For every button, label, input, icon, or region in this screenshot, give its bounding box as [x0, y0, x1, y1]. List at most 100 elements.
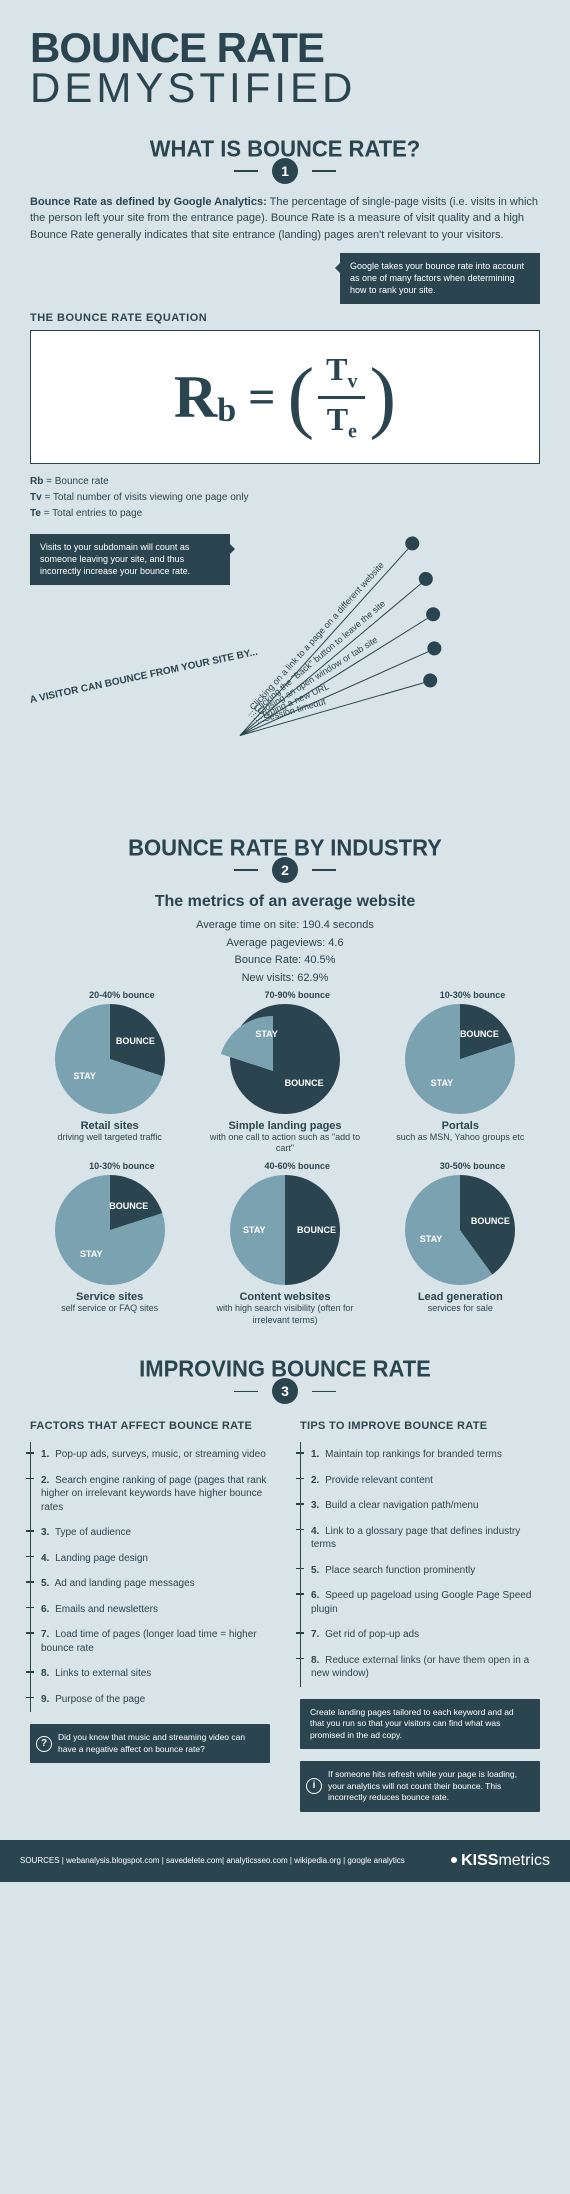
tips-column: TIPS TO IMPROVE BOUNCE RATE 1. Maintain …: [300, 1420, 540, 1823]
bounce-label: BOUNCE: [460, 1029, 499, 1039]
pie-chart-item: 10-30% bounceBOUNCESTAYService sitesself…: [30, 1175, 189, 1326]
two-column-lists: FACTORS THAT AFFECT BOUNCE RATE 1. Pop-u…: [30, 1420, 540, 1823]
eq-R: R: [174, 363, 217, 432]
divider: [312, 869, 336, 871]
stay-label: STAY: [73, 1071, 96, 1081]
pie-chart-item: 20-40% bounceBOUNCESTAYRetail sitesdrivi…: [30, 1004, 189, 1155]
pie-arc-label: 40-60% bounce: [230, 1161, 340, 1171]
list-item: 9. Purpose of the page: [31, 1687, 270, 1713]
pie-arc-label: 30-50% bounce: [405, 1161, 515, 1171]
section-1-title: WHAT IS BOUNCE RATE?: [150, 135, 421, 162]
pie-chart: BOUNCE STAY: [230, 1004, 340, 1114]
pie-chart: BOUNCE STAY: [230, 1175, 340, 1285]
section-2-header: BOUNCE RATE BY INDUSTRY 2: [0, 835, 570, 883]
divider: [234, 170, 258, 172]
paren-close: ): [369, 369, 396, 425]
list-item: 8. Links to external sites: [31, 1661, 270, 1687]
pie-title: Lead generation: [381, 1291, 540, 1303]
denominator: Te: [319, 399, 365, 445]
stay-label: STAY: [431, 1078, 454, 1088]
list-item: 7. Load time of pages (longer load time …: [31, 1622, 270, 1661]
list-item: 4. Landing page design: [31, 1546, 270, 1572]
info-icon: i: [306, 1778, 322, 1794]
list-item: 2. Search engine ranking of page (pages …: [31, 1468, 270, 1521]
list-item: 4. Link to a glossary page that defines …: [301, 1519, 540, 1558]
list-item: 5. Ad and landing page messages: [31, 1571, 270, 1597]
section-1-header: WHAT IS BOUNCE RATE? 1: [0, 136, 570, 184]
list-item: 7. Get rid of pop-up ads: [301, 1622, 540, 1648]
pie-wrap: 70-90% bounceBOUNCESTAY: [230, 1004, 340, 1114]
legend-item: Te = Total entries to page: [30, 506, 540, 522]
bounce-label: BOUNCE: [471, 1216, 510, 1226]
pie-wrap: 40-60% bounceBOUNCESTAY: [230, 1175, 340, 1285]
pie-arc-label: 10-30% bounce: [405, 990, 515, 1000]
pie-chart: BOUNCE STAY: [405, 1004, 515, 1114]
ray-dot-icon: [422, 672, 439, 689]
eq-b: b: [217, 392, 236, 430]
pie-title: Retail sites: [30, 1120, 189, 1132]
pie-wrap: 10-30% bounceBOUNCESTAY: [55, 1175, 165, 1285]
divider: [312, 1391, 336, 1393]
list-item: 6. Speed up pageload using Google Page S…: [301, 1583, 540, 1622]
main-title: BOUNCE RATE DEMYSTIFIED: [30, 28, 540, 108]
pie-wrap: 10-30% bounceBOUNCESTAY: [405, 1004, 515, 1114]
stay-label: STAY: [80, 1249, 103, 1259]
pie-arc-label: 20-40% bounce: [55, 990, 165, 1000]
equation-legend: Rb = Bounce rateTv = Total number of vis…: [30, 474, 540, 522]
ray-dot-icon: [402, 534, 422, 554]
bounce-label: BOUNCE: [116, 1036, 155, 1046]
stay-label: STAY: [243, 1225, 266, 1235]
metric-line: New visits: 62.9%: [30, 970, 540, 988]
list-item: 8. Reduce external links (or have them o…: [301, 1648, 540, 1687]
equation-box: Rb = ( Tv Te ): [30, 330, 540, 464]
eq-equals: =: [248, 370, 275, 425]
pie-chart-item: 10-30% bounceBOUNCESTAYPortalssuch as MS…: [381, 1004, 540, 1155]
definition-bold: Bounce Rate as defined by Google Analyti…: [30, 196, 267, 208]
equation: Rb = ( Tv Te ): [174, 349, 396, 445]
list-item: 6. Emails and newsletters: [31, 1597, 270, 1623]
metric-line: Average pageviews: 4.6: [30, 935, 540, 953]
section-3-content: FACTORS THAT AFFECT BOUNCE RATE 1. Pop-u…: [0, 1420, 570, 1823]
callout-google-rank: Google takes your bounce rate into accou…: [340, 253, 540, 304]
pie-wrap: 30-50% bounceBOUNCESTAY: [405, 1175, 515, 1285]
pie-desc: with one call to action such as "add to …: [205, 1132, 364, 1155]
numerator: Tv: [318, 349, 365, 395]
list-item: 3. Type of audience: [31, 1520, 270, 1546]
divider: [234, 1391, 258, 1393]
definition-text: Bounce Rate as defined by Google Analyti…: [30, 194, 540, 244]
pie-arc-label: 10-30% bounce: [55, 1161, 165, 1171]
tip-landing-pages: Create landing pages tailored to each ke…: [300, 1699, 540, 1749]
tip-text: Did you know that music and streaming vi…: [58, 1732, 245, 1753]
factors-column: FACTORS THAT AFFECT BOUNCE RATE 1. Pop-u…: [30, 1420, 270, 1823]
factors-title: FACTORS THAT AFFECT BOUNCE RATE: [30, 1420, 270, 1432]
pie-desc: such as MSN, Yahoo groups etc: [381, 1132, 540, 1144]
equation-label: THE BOUNCE RATE EQUATION: [30, 312, 540, 324]
pie-desc: services for sale: [381, 1303, 540, 1315]
ray-dot-icon: [416, 569, 436, 589]
pie-arc-label: 70-90% bounce: [230, 990, 340, 1000]
pie-chart: BOUNCE STAY: [55, 1004, 165, 1114]
bounce-label: BOUNCE: [285, 1078, 324, 1088]
sources-text: SOURCES | webanalysis.blogspot.com | sav…: [20, 1856, 405, 1865]
factors-list: 1. Pop-up ads, surveys, music, or stream…: [30, 1442, 270, 1712]
legend-item: Tv = Total number of visits viewing one …: [30, 490, 540, 506]
pie-title: Service sites: [30, 1291, 189, 1303]
tip-refresh: i If someone hits refresh while your pag…: [300, 1761, 540, 1811]
pie-desc: with high search visibility (often for i…: [205, 1303, 364, 1326]
callout-subdomain: Visits to your subdomain will count as s…: [30, 534, 230, 585]
footer: SOURCES | webanalysis.blogspot.com | sav…: [0, 1840, 570, 1882]
tip-music-video: ? Did you know that music and streaming …: [30, 1724, 270, 1763]
tips-list: 1. Maintain top rankings for branded ter…: [300, 1442, 540, 1687]
stay-label: STAY: [255, 1029, 278, 1039]
paren-open: (: [288, 369, 315, 425]
list-item: 3. Build a clear navigation path/menu: [301, 1493, 540, 1519]
divider: [234, 869, 258, 871]
title-line2: DEMYSTIFIED: [30, 64, 356, 111]
divider: [312, 170, 336, 172]
bounce-label: BOUNCE: [297, 1225, 336, 1235]
tip-text: If someone hits refresh while your page …: [328, 1769, 517, 1802]
pie-charts-grid: 20-40% bounceBOUNCESTAYRetail sitesdrivi…: [30, 1004, 540, 1327]
metrics-intro-title: The metrics of an average website: [30, 893, 540, 911]
question-icon: ?: [36, 1736, 52, 1752]
list-item: 1. Pop-up ads, surveys, music, or stream…: [31, 1442, 270, 1468]
